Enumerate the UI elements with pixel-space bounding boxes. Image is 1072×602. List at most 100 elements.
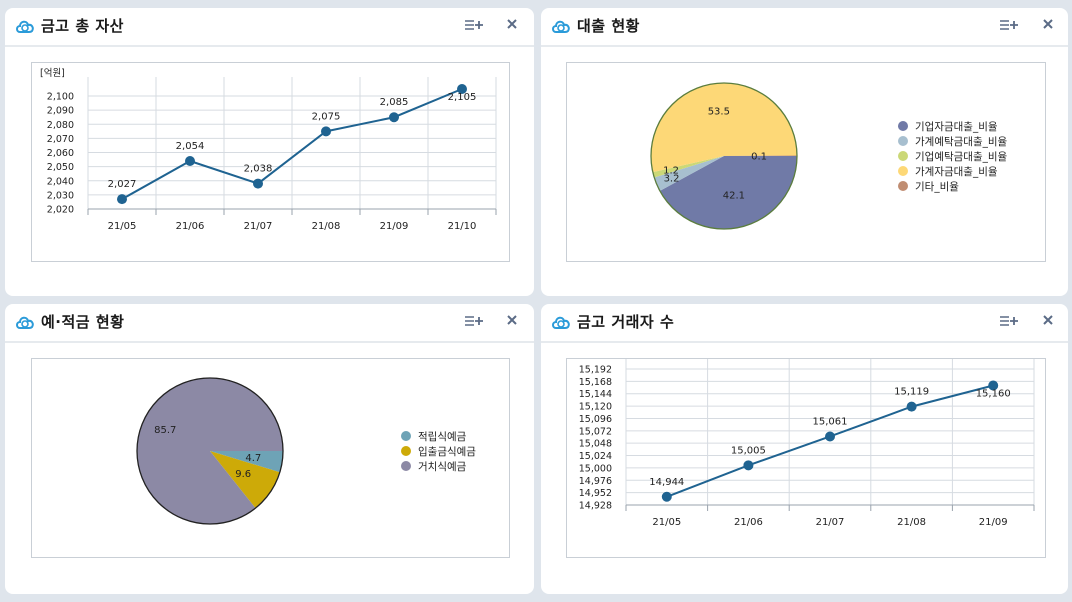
y-tick-label: 2,070 [47,134,74,145]
y-tick-label: 15,000 [579,463,612,474]
data-label: 53.5 [708,107,730,118]
data-label: 2,054 [176,141,205,152]
pie-slice [652,156,724,178]
total-assets-line-chart: 2,020 2,030 2,040 2,050 2,060 2,070 2,080 2,090… [40,67,497,232]
legend-swatch [401,431,411,441]
pie-outline [136,377,284,525]
panel-title: 대출 현황 [577,17,640,35]
y-tick-label: 2,090 [47,106,74,117]
legend-label: 가계자금대출_비율 [915,166,998,178]
cloud-icon [16,316,34,329]
y-tick-label: 2,080 [47,120,74,131]
data-label: 2,105 [448,92,477,103]
cloud-icon [552,316,570,329]
pie-slice [137,378,283,524]
data-label: 85.7 [154,425,176,436]
legend-label: 적립식예금 [418,430,467,443]
legend-swatch [898,181,908,191]
x-tick-label: 21/07 [816,517,845,528]
legend-label: 기타_비율 [915,181,959,193]
pie-slice [659,156,797,229]
data-label: 15,005 [731,445,766,456]
y-tick-label: 15,048 [579,439,612,450]
y-tick-label: 14,952 [579,488,612,499]
legend-label: 기업예탁금대출_비율 [915,150,1008,163]
close-icon[interactable] [504,16,520,32]
data-point [743,460,754,471]
y-tick-label: 15,192 [579,365,612,376]
series-line [121,88,463,200]
list-add-icon[interactable] [998,312,1020,330]
data-label: 42.1 [723,190,745,201]
panel-header: 금고 거래자 수 [541,304,1068,343]
legend-swatch [898,121,908,131]
loans-pie-chart: 42.1 3.21.2 53.5 0.1 기업자금대출_비율가계예탁금대출_비율기업예탁… [650,82,1008,230]
list-add-icon[interactable] [998,16,1020,34]
pie-outline [650,82,798,230]
panel-title: 금고 거래자 수 [577,313,675,331]
y-tick-label: 2,100 [47,92,74,103]
cloud-icon [552,20,570,33]
data-point [321,126,331,137]
legend-swatch [401,446,411,456]
y-tick-label: 2,030 [47,190,74,201]
legend-label: 기업자금대출_비율 [915,120,998,133]
y-tick-label: 15,072 [579,426,612,437]
legend-swatch [401,461,411,471]
panel-title: 예·적금 현황 [41,313,125,331]
panel-header: 대출 현황 [541,8,1068,47]
legend-swatch [898,166,908,176]
chart-area: 14,928 14,952 14,976 15,000 15,024 15,048 15,0… [566,357,1046,558]
data-label: 9.6 [235,469,251,480]
data-label: 15,119 [894,387,929,398]
pie-slice [654,156,724,191]
data-label: 2,085 [380,97,409,108]
panel-header: 예·적금 현황 [5,304,534,343]
pie-slice [210,451,280,509]
close-icon[interactable] [1040,312,1056,328]
list-add-icon[interactable] [463,16,485,34]
data-point [457,84,467,94]
data-label: 2,027 [108,179,137,190]
legend-swatch [898,136,908,146]
panel-title: 금고 총 자산 [41,17,124,35]
legend-swatch [898,151,908,161]
data-point [825,431,835,442]
data-label: 2,038 [244,164,273,175]
data-label: 4.7 [245,453,261,464]
data-label: 2,075 [312,111,341,122]
data-label: 0.1 [751,151,767,162]
x-tick-label: 21/06 [176,221,205,232]
legend-label: 거치식예금 [418,460,467,473]
data-label: 3.2 [664,174,680,185]
data-label: 14,944 [649,477,684,488]
x-tick-label: 21/08 [312,221,341,232]
list-add-icon[interactable] [463,312,485,330]
x-tick-label: 21/05 [652,517,681,528]
panel-customers: 금고 거래자 수 14,928 14,952 14,976 15,000 15,024 1… [541,304,1068,594]
data-point [906,401,917,412]
close-icon[interactable] [504,312,520,328]
legend-label: 입출금식예금 [418,445,476,458]
y-tick-label: 2,060 [47,148,74,159]
chart-area: 2,020 2,030 2,040 2,050 2,060 2,070 2,080 2,090… [31,62,510,262]
y-tick-label: 2,050 [47,162,74,173]
y-tick-label: 2,040 [47,176,74,187]
data-label: 1.2 [663,166,679,177]
data-point [253,178,263,189]
y-tick-label: 14,976 [579,476,612,487]
data-label: 15,061 [813,416,848,427]
y-tick-label: 15,096 [579,414,612,425]
unit-label: [억원] [40,67,65,79]
close-icon[interactable] [1040,16,1056,32]
legend-label: 가계예탁금대출_비율 [915,135,1008,148]
data-label: 15,160 [976,388,1011,399]
x-tick-label: 21/08 [897,517,926,528]
cloud-icon [16,20,34,33]
x-tick-label: 21/09 [979,517,1008,528]
